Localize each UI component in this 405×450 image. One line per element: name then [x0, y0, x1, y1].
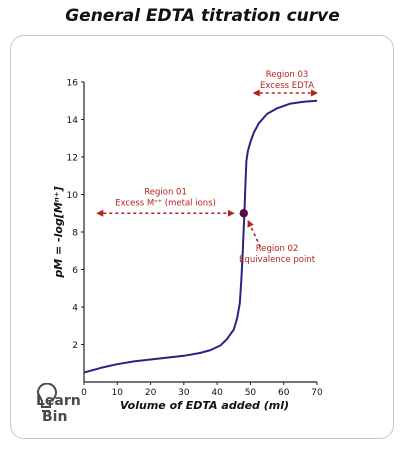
x-tick-label: 20: [145, 388, 157, 398]
y-axis-label: pM = -log[Mⁿ⁺]: [52, 186, 65, 278]
y-tick-label: 2: [72, 341, 78, 351]
x-tick-label: 50: [245, 388, 257, 398]
x-tick-label: 40: [211, 388, 223, 398]
region-label: Equivalence point: [239, 255, 316, 265]
y-tick-label: 6: [72, 266, 78, 276]
chart-panel: [10, 35, 394, 439]
logo-line2: Bin: [42, 409, 67, 425]
x-tick-label: 0: [81, 388, 87, 398]
equivalence-point-marker: [239, 209, 248, 218]
region-label: Region 01: [144, 187, 187, 197]
titration-curve-line: [83, 99, 318, 374]
logo-line1: Learn: [36, 393, 81, 409]
region2-arrow: [247, 219, 262, 248]
y-tick-label: 16: [67, 79, 79, 89]
region-label: Region 02: [256, 244, 299, 254]
x-tick-label: 70: [311, 388, 323, 398]
y-tick-label: 8: [72, 229, 78, 239]
x-tick-label: 10: [112, 388, 124, 398]
y-tick-label: 4: [72, 304, 78, 314]
x-axis-label: Volume of EDTA added (ml): [120, 399, 289, 412]
learnbin-logo: Learn Bin: [36, 383, 81, 425]
region-label: Excess EDTA: [260, 81, 314, 91]
region-label: Region 03: [266, 70, 309, 80]
x-tick-label: 30: [178, 388, 190, 398]
chart-title: General EDTA titration curve: [65, 6, 340, 26]
y-tick-label: 12: [67, 154, 78, 164]
y-tick-label: 10: [67, 191, 79, 201]
y-tick-label: 14: [67, 116, 79, 126]
x-tick-label: 60: [278, 388, 290, 398]
region-label: Excess Mⁿ⁺ (metal ions): [115, 198, 216, 208]
lightbulb-icon: [36, 383, 57, 408]
